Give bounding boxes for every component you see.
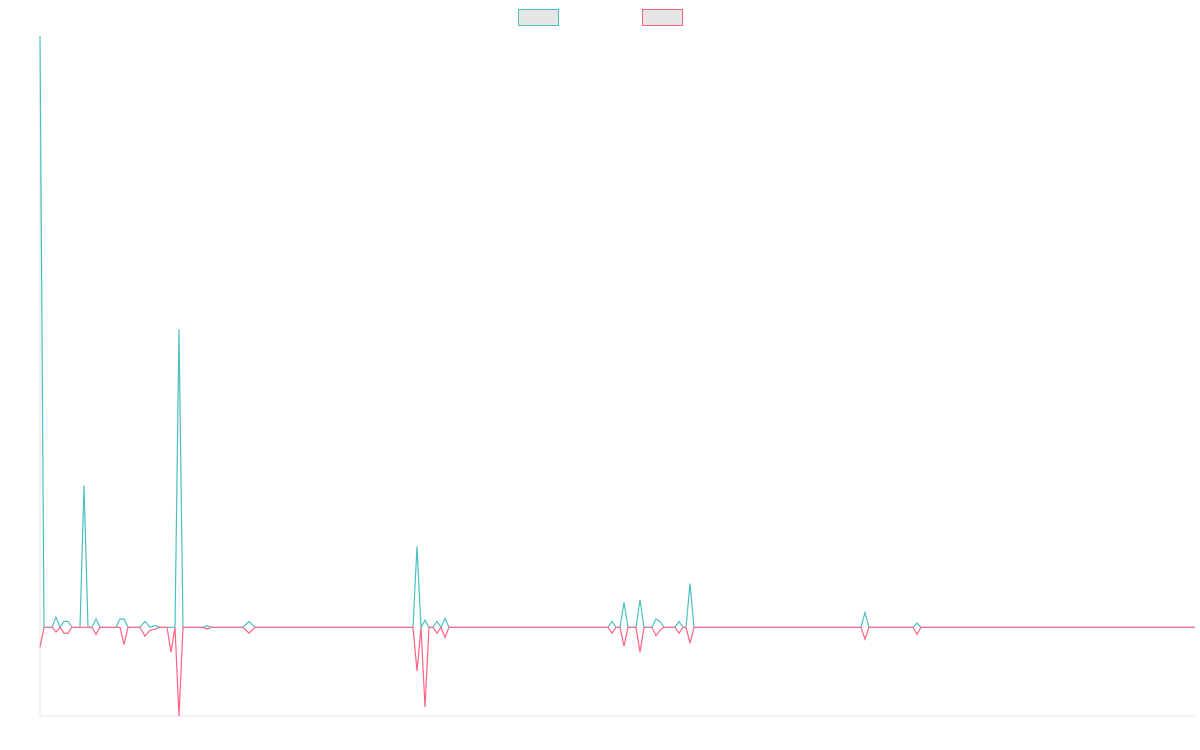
series-line [39, 626, 1195, 717]
legend-swatch [518, 9, 559, 26]
series-line [39, 35, 1195, 630]
legend-swatch [642, 9, 683, 26]
